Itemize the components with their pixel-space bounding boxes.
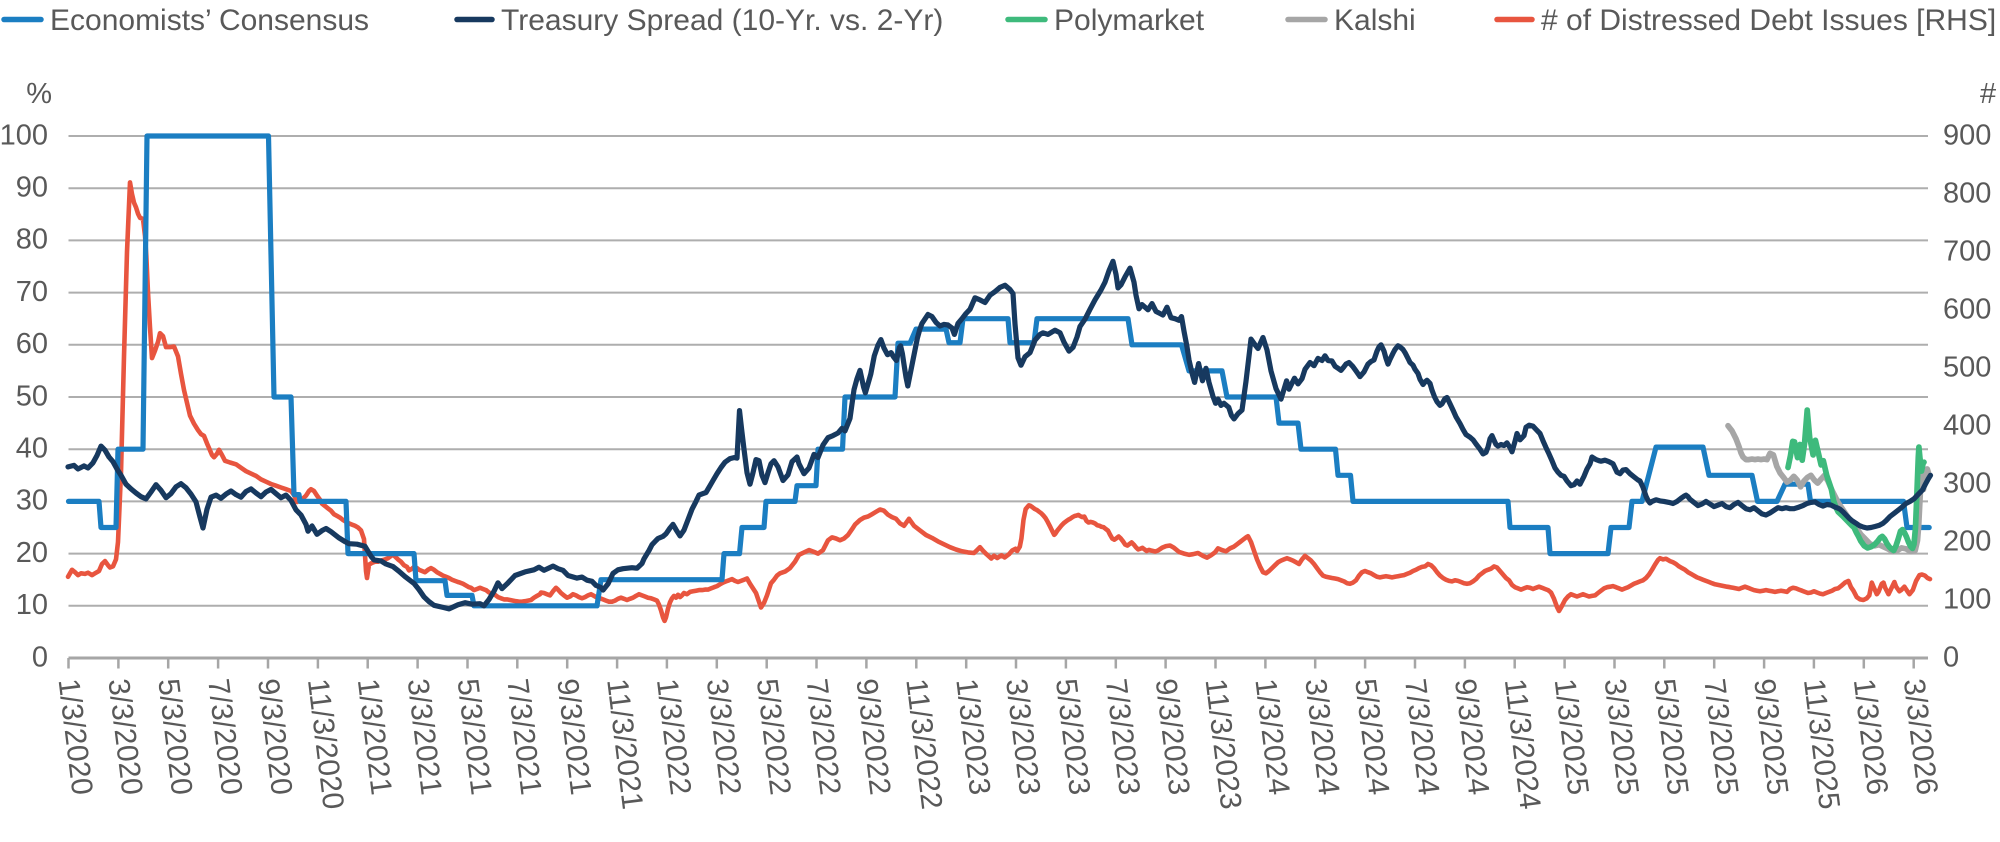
svg-text:60: 60 [16, 328, 48, 360]
svg-text:0: 0 [1943, 641, 1959, 673]
svg-text:#: # [1980, 78, 1996, 110]
svg-text:10: 10 [16, 589, 48, 621]
svg-text:30: 30 [16, 485, 48, 517]
svg-text:20: 20 [16, 537, 48, 569]
svg-text:%: % [26, 78, 52, 110]
svg-text:Polymarket: Polymarket [1054, 4, 1205, 37]
svg-text:90: 90 [16, 172, 48, 204]
svg-text:# of Distressed Debt Issues [R: # of Distressed Debt Issues [RHS] [1541, 4, 1996, 37]
svg-text:400: 400 [1943, 409, 1991, 441]
svg-text:50: 50 [16, 380, 48, 412]
svg-text:Treasury Spread (10-Yr. vs. 2-: Treasury Spread (10-Yr. vs. 2-Yr) [501, 4, 943, 37]
svg-text:70: 70 [16, 276, 48, 308]
svg-text:800: 800 [1943, 177, 1991, 209]
svg-text:700: 700 [1943, 235, 1991, 267]
svg-text:40: 40 [16, 433, 48, 465]
svg-text:Economists’ Consensus: Economists’ Consensus [50, 4, 369, 37]
svg-text:100: 100 [0, 119, 48, 151]
svg-text:100: 100 [1943, 583, 1991, 615]
svg-text:80: 80 [16, 224, 48, 256]
svg-text:900: 900 [1943, 119, 1991, 151]
svg-text:200: 200 [1943, 525, 1991, 557]
svg-text:300: 300 [1943, 467, 1991, 499]
svg-text:0: 0 [32, 641, 48, 673]
svg-text:Kalshi: Kalshi [1334, 4, 1416, 37]
svg-text:600: 600 [1943, 293, 1991, 325]
svg-text:500: 500 [1943, 351, 1991, 383]
